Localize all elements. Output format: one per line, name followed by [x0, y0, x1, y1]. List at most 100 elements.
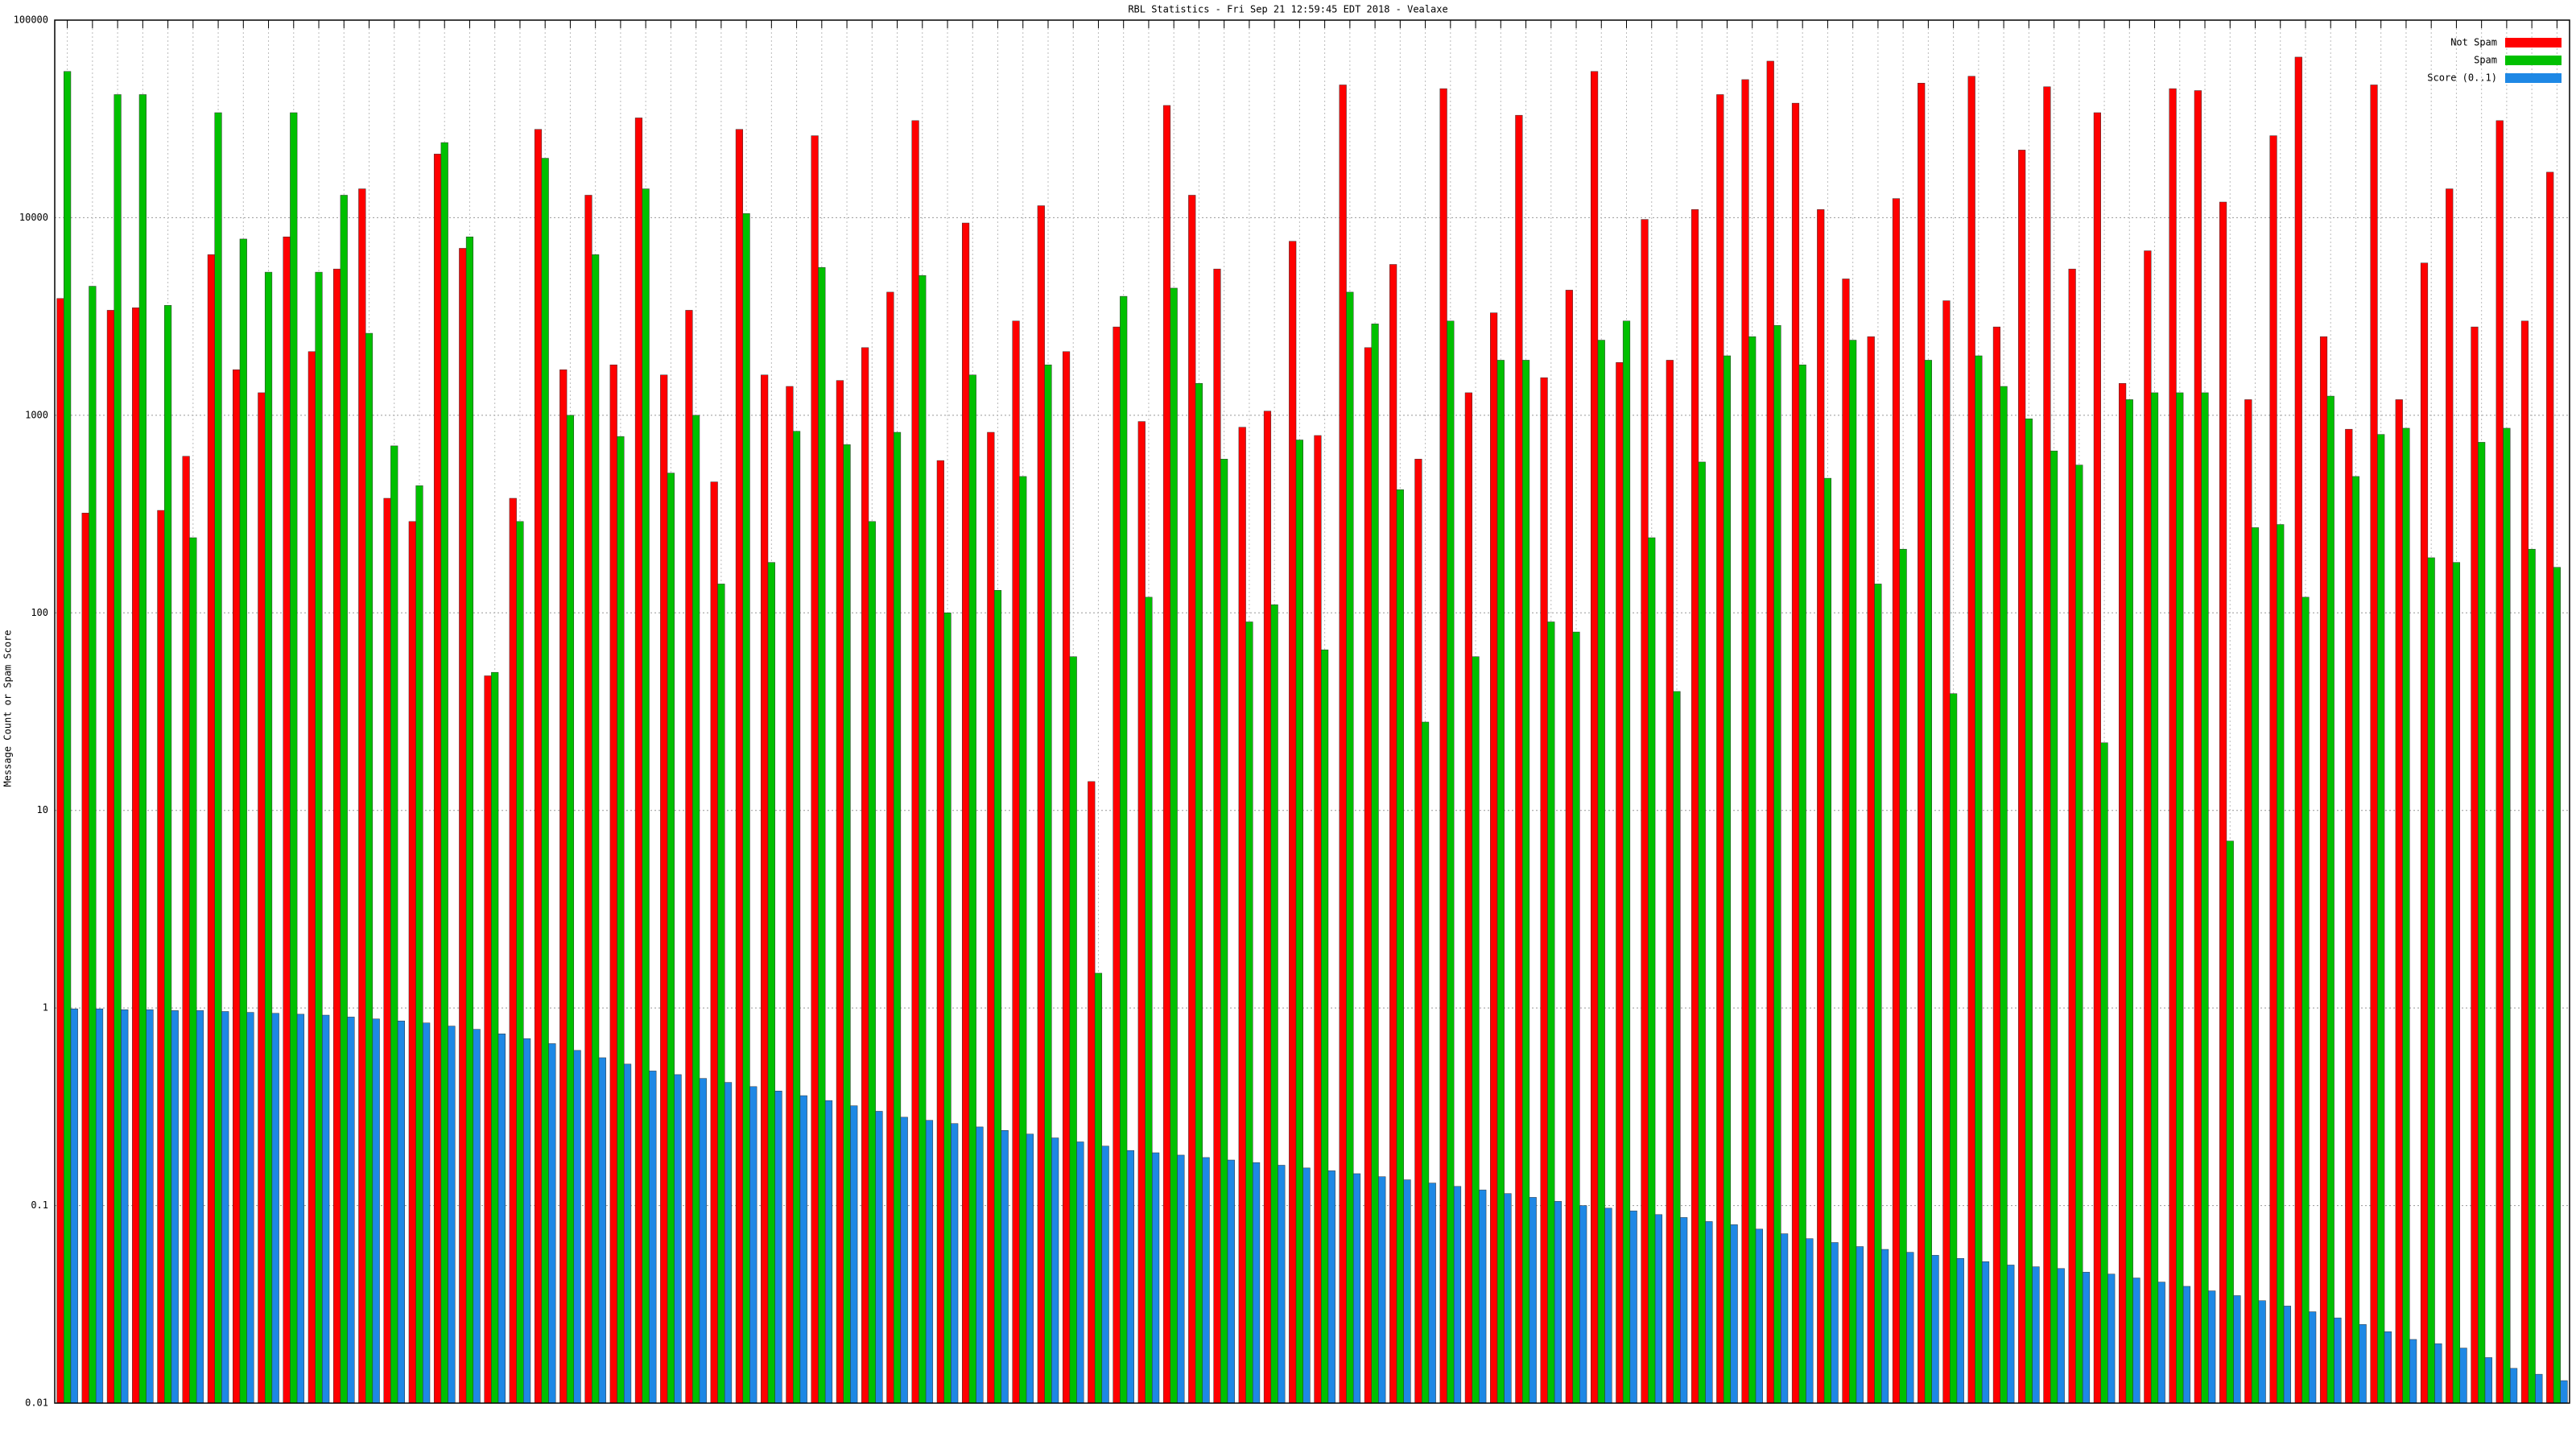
bar: [1019, 476, 1027, 1404]
bar: [2459, 1348, 2467, 1404]
bar: [1472, 656, 1480, 1404]
bar: [1220, 459, 1228, 1404]
bar: [497, 1033, 506, 1404]
bar: [1806, 1238, 1814, 1404]
bar: [911, 120, 919, 1404]
bar: [2528, 548, 2536, 1404]
bar: [290, 112, 298, 1404]
bar: [423, 1022, 431, 1404]
bar: [1396, 489, 1404, 1404]
bar: [1817, 209, 1825, 1404]
bar: [1371, 324, 1379, 1404]
bar: [2258, 1300, 2266, 1404]
bar: [2043, 86, 2051, 1404]
bar: [1321, 649, 1329, 1404]
bar: [2132, 1278, 2140, 1404]
bar: [516, 521, 524, 1404]
bar: [1051, 1137, 1059, 1404]
bar: [2395, 399, 2403, 1404]
bar: [875, 1111, 883, 1404]
bar: [308, 351, 316, 1404]
bar: [1314, 435, 1322, 1404]
bar: [617, 436, 625, 1404]
bar: [2107, 1274, 2116, 1404]
bar: [2326, 395, 2334, 1404]
bar: [685, 310, 693, 1404]
bar: [2182, 1286, 2191, 1404]
bar: [2233, 1295, 2241, 1404]
bar: [1428, 1183, 1436, 1404]
bar: [1723, 355, 1732, 1404]
bar: [81, 513, 89, 1404]
bar: [1680, 1217, 1688, 1404]
bar: [534, 129, 543, 1404]
y-tick-label: 100: [31, 607, 48, 618]
bar: [649, 1071, 657, 1404]
legend-swatch: [2505, 56, 2562, 65]
bar: [1162, 105, 1171, 1404]
bar: [322, 1014, 330, 1404]
bar: [836, 380, 844, 1404]
bar: [1673, 691, 1681, 1404]
bar: [699, 1078, 707, 1404]
bar: [1554, 1201, 1563, 1404]
bar: [132, 308, 140, 1404]
bar: [397, 1020, 406, 1404]
bar: [1076, 1141, 1084, 1404]
bar: [1597, 340, 1605, 1404]
bar: [717, 584, 725, 1404]
bar: [1101, 1146, 1109, 1404]
bar: [642, 188, 650, 1404]
legend-label: Score (0..1): [2427, 72, 2497, 84]
bar: [207, 254, 215, 1404]
bar: [2553, 567, 2561, 1404]
bar: [1302, 1167, 1311, 1404]
bar: [1823, 477, 1832, 1404]
bar: [2370, 85, 2378, 1404]
bar: [724, 1082, 733, 1404]
y-tick-label: 1: [43, 1002, 48, 1013]
bar: [1126, 1150, 1134, 1404]
bar: [2082, 1272, 2091, 1404]
bar: [1766, 60, 1774, 1404]
bar: [2434, 1343, 2442, 1404]
bar: [936, 460, 944, 1404]
bar: [1992, 326, 2001, 1404]
bar: [1918, 82, 1926, 1404]
bar: [1327, 1170, 1335, 1404]
bar: [609, 364, 617, 1404]
bar: [1464, 392, 1472, 1404]
bar: [2100, 742, 2108, 1404]
bar: [1956, 1257, 1964, 1404]
bar: [1874, 584, 1882, 1404]
bar: [1403, 1179, 1411, 1404]
bar: [1773, 324, 1781, 1404]
bar: [433, 154, 442, 1404]
bar: [1892, 198, 1901, 1404]
bar: [1748, 336, 1757, 1404]
bar: [761, 374, 769, 1404]
bar: [1227, 1159, 1235, 1404]
bar: [1414, 459, 1422, 1404]
bar: [824, 1100, 833, 1404]
bar: [2125, 399, 2133, 1404]
bar: [1213, 268, 1221, 1404]
bar: [925, 1120, 934, 1404]
bar: [246, 1012, 254, 1404]
bar: [1741, 79, 1749, 1404]
bar: [2226, 840, 2234, 1404]
bar: [2244, 399, 2252, 1404]
bar: [2427, 557, 2435, 1404]
bar: [465, 236, 474, 1404]
bar: [214, 112, 222, 1404]
bar: [106, 310, 115, 1404]
y-tick-label: 0.01: [25, 1397, 48, 1409]
bar: [1924, 360, 1932, 1404]
bar: [886, 291, 894, 1404]
bar: [1120, 295, 1128, 1404]
bar: [408, 521, 416, 1404]
bar: [2546, 171, 2554, 1404]
bar: [2294, 56, 2302, 1404]
bar: [358, 188, 366, 1404]
